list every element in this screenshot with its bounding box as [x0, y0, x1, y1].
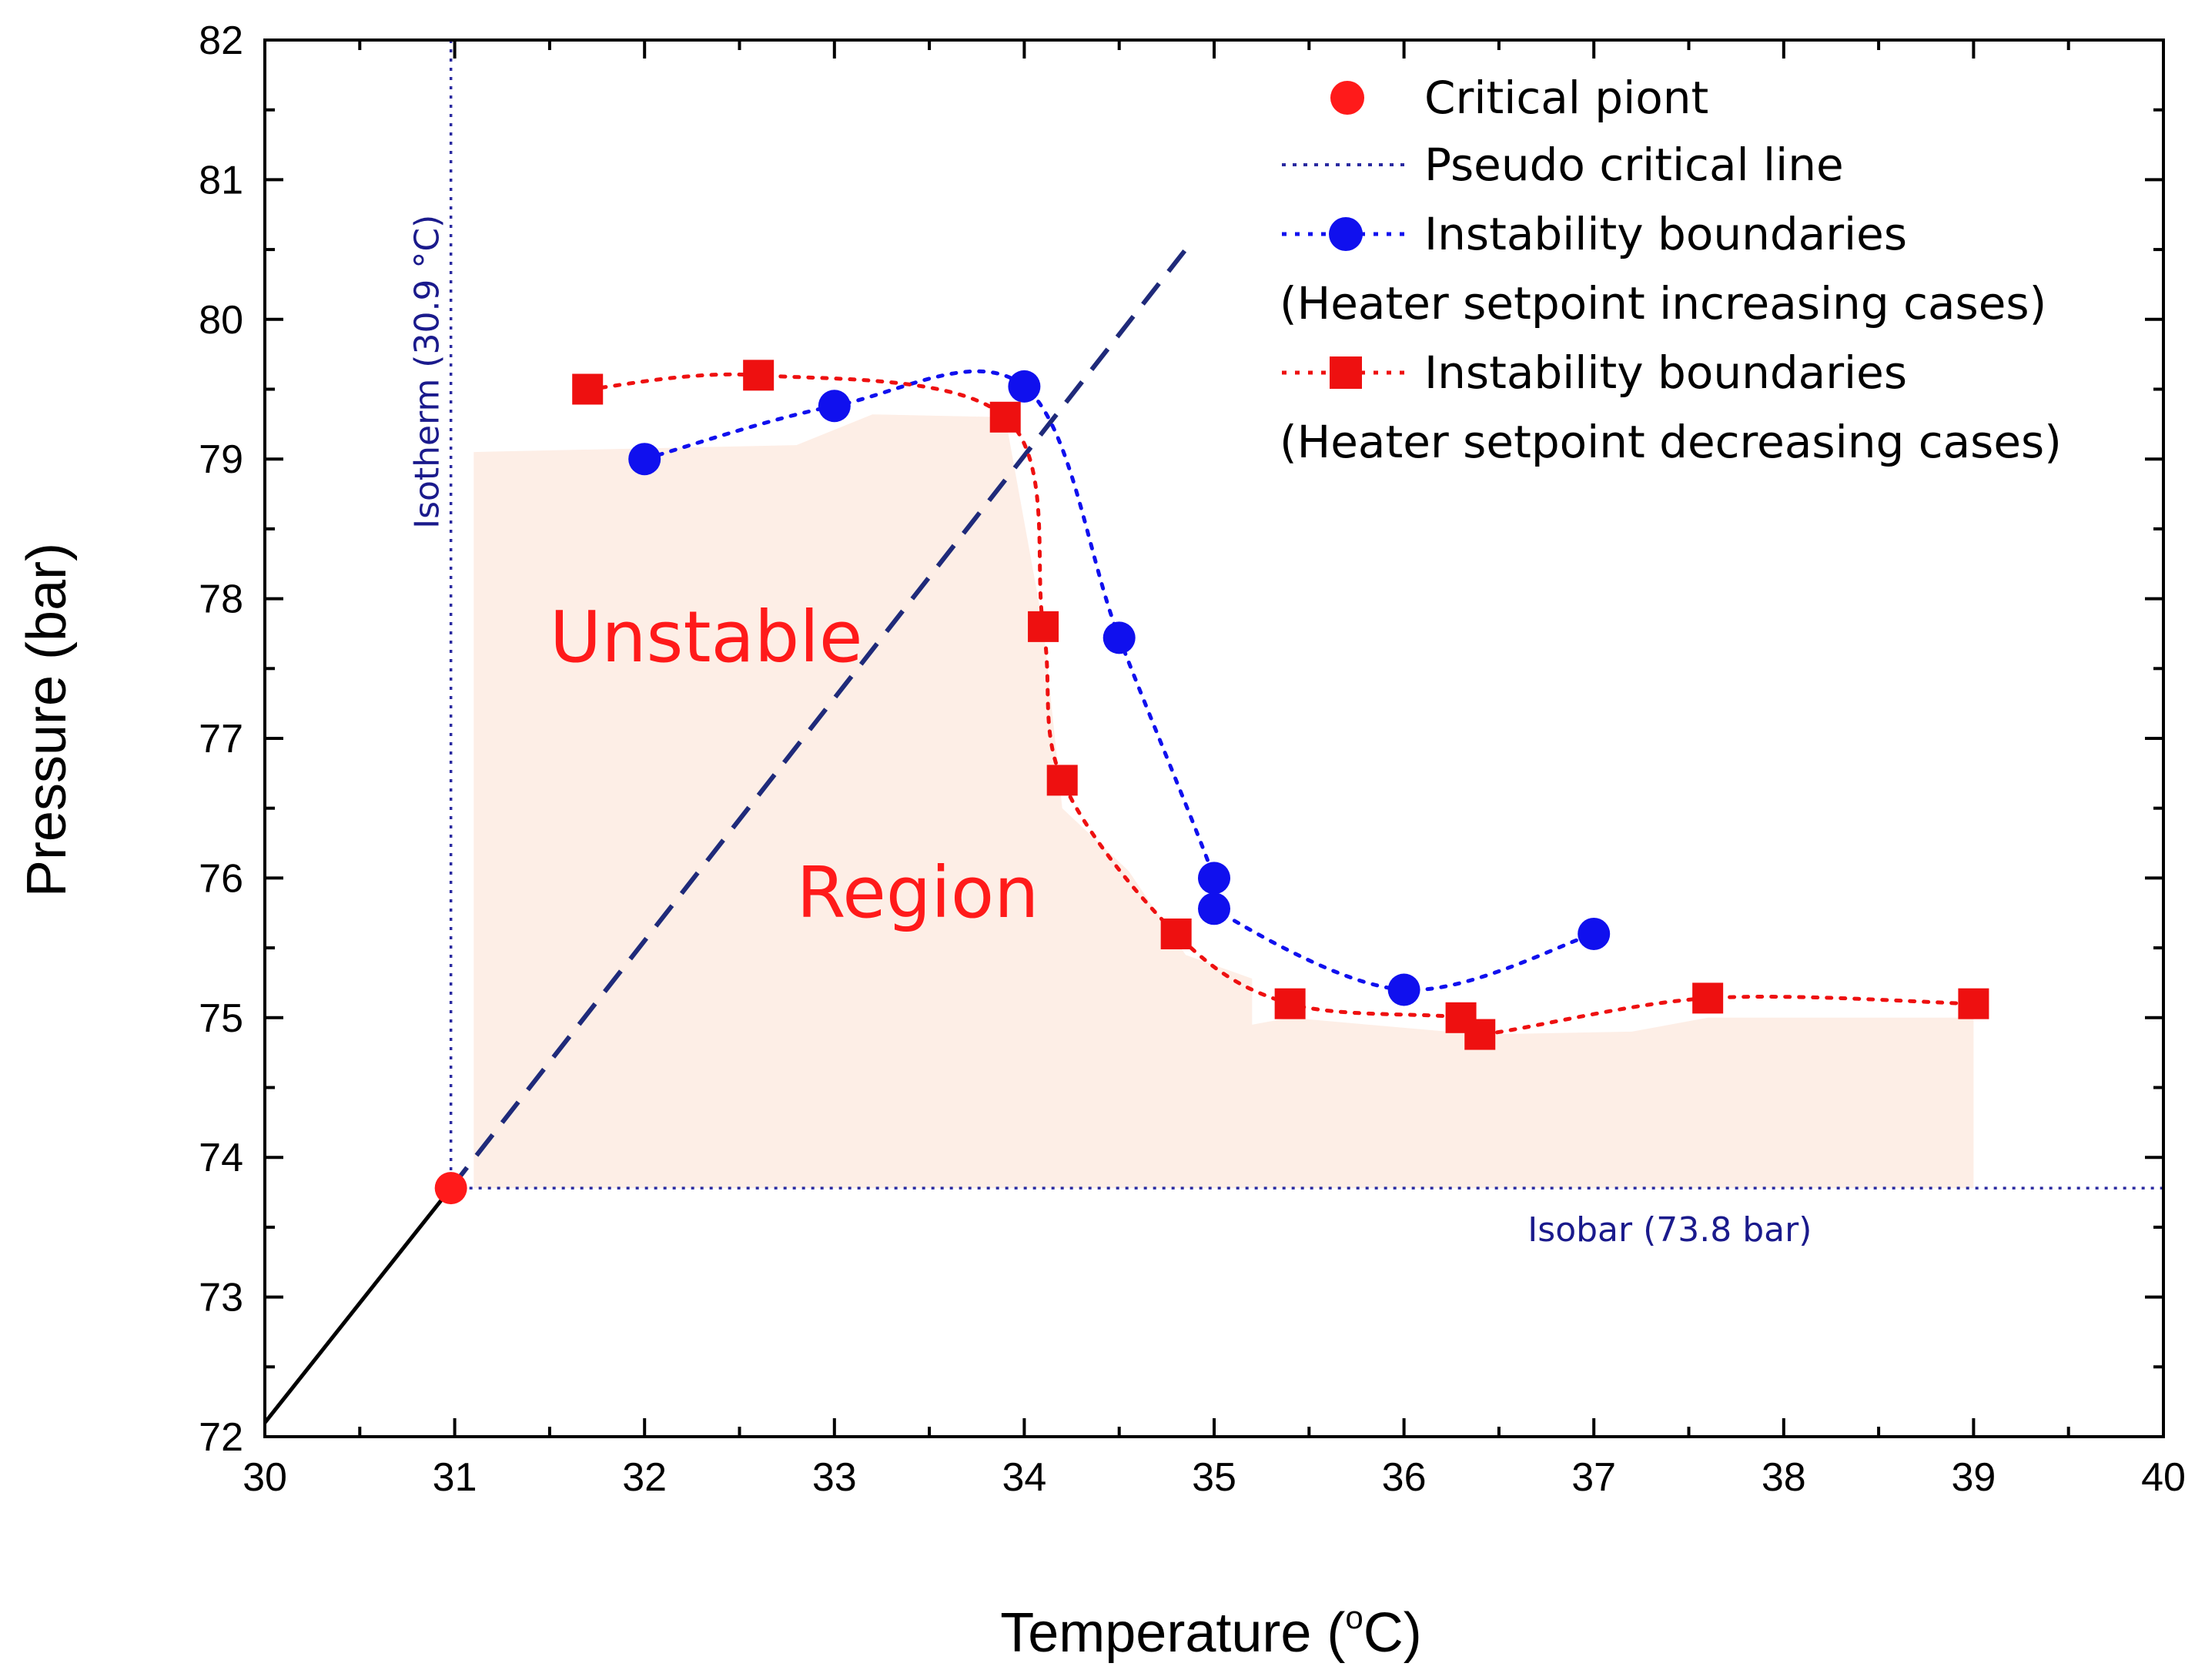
y-tick-label: 73: [199, 1276, 243, 1320]
y-tick-label: 82: [199, 18, 243, 63]
decreasing-boundary-point: [1464, 1019, 1496, 1050]
legend-increasing-label: Instability boundaries: [1424, 208, 1907, 260]
plot-frame: [263, 38, 2165, 1438]
increasing-boundary-point: [1198, 892, 1230, 925]
legend-critical-label: Critical piont: [1424, 72, 1708, 124]
x-tick-label: 35: [1192, 1455, 1236, 1500]
isobar-label: Isobar (73.8 bar): [1527, 1210, 1812, 1250]
x-tick-label: 39: [1951, 1455, 1996, 1500]
y-tick-label: 76: [199, 856, 243, 901]
increasing-boundary-point: [628, 443, 661, 476]
x-axis-label-main: Temperature (: [1000, 1602, 1345, 1664]
tick-labels: 30 31 32 33 34 35 36 37 38 39 40 72 73 74 75 76 77 78 79 80…: [199, 18, 2186, 1500]
increasing-boundary-point: [1578, 917, 1611, 950]
increasing-boundary-point: [1387, 973, 1420, 1006]
legend-decreasing-note: (Heater setpoint decreasing cases): [1280, 416, 2062, 468]
x-axis-label: Temperature (oC): [1000, 1599, 1422, 1664]
y-tick-label: 81: [199, 158, 243, 202]
decreasing-boundary-point: [1028, 611, 1059, 642]
region-label: Region: [796, 852, 1039, 934]
decreasing-boundary-point: [572, 373, 604, 405]
legend-increasing-marker: [1329, 217, 1363, 251]
x-axis-label-superscript: o: [1345, 1599, 1363, 1635]
pseudo-critical-line: [449, 248, 1188, 1190]
increasing-boundary-markers: [628, 370, 1611, 1006]
y-tick-label: 79: [199, 437, 243, 482]
legend-decreasing-label: Instability boundaries: [1424, 346, 1907, 399]
y-tick-label: 72: [199, 1415, 243, 1460]
decreasing-boundary-point: [1692, 982, 1724, 1014]
decreasing-boundary-point: [1958, 988, 1989, 1019]
decreasing-boundary-point: [1160, 918, 1192, 949]
y-tick-label: 74: [199, 1136, 243, 1180]
legend-increasing-note: (Heater setpoint increasing cases): [1280, 277, 2046, 330]
x-tick-label: 30: [243, 1455, 287, 1500]
decreasing-boundary-point: [1046, 765, 1078, 796]
increasing-boundary-point: [1008, 370, 1041, 403]
increasing-boundary-point: [1102, 621, 1136, 654]
x-tick-label: 32: [622, 1455, 667, 1500]
legend-decreasing-marker: [1330, 356, 1362, 389]
x-tick-label: 33: [812, 1455, 857, 1500]
decreasing-boundary-point: [1274, 988, 1306, 1019]
saturation-line: [263, 1186, 453, 1424]
decreasing-boundary-markers: [572, 360, 1989, 1050]
x-tick-label: 40: [2141, 1455, 2186, 1500]
increasing-boundary-point: [1198, 862, 1230, 895]
legend-critical-marker: [1330, 81, 1364, 115]
x-tick-label: 31: [433, 1455, 477, 1500]
y-axis-label: Pressure (bar): [16, 543, 78, 897]
unstable-region-label: Unstable: [550, 596, 863, 678]
x-axis-label-suffix: C): [1363, 1602, 1422, 1664]
increasing-boundary-curve: [642, 369, 1596, 992]
increasing-boundary-point: [818, 390, 851, 423]
critical-point-marker: [434, 1172, 467, 1205]
isotherm-label: Isotherm (30.9 °C): [408, 215, 447, 529]
y-tick-label: 75: [199, 996, 243, 1041]
x-tick-label: 38: [1762, 1455, 1806, 1500]
y-tick-label: 80: [199, 298, 243, 343]
decreasing-boundary-point: [989, 401, 1021, 433]
legend: Critical piont Pseudo critical line Inst…: [1280, 72, 2062, 468]
legend-pseudo-label: Pseudo critical line: [1424, 139, 1844, 191]
y-tick-label: 77: [199, 717, 243, 761]
decreasing-boundary-point: [743, 360, 775, 391]
unstable-region-fill: [473, 414, 1974, 1189]
y-tick-label: 78: [199, 577, 243, 622]
x-tick-label: 36: [1382, 1455, 1427, 1500]
x-tick-label: 34: [1002, 1455, 1046, 1500]
x-tick-label: 37: [1571, 1455, 1616, 1500]
